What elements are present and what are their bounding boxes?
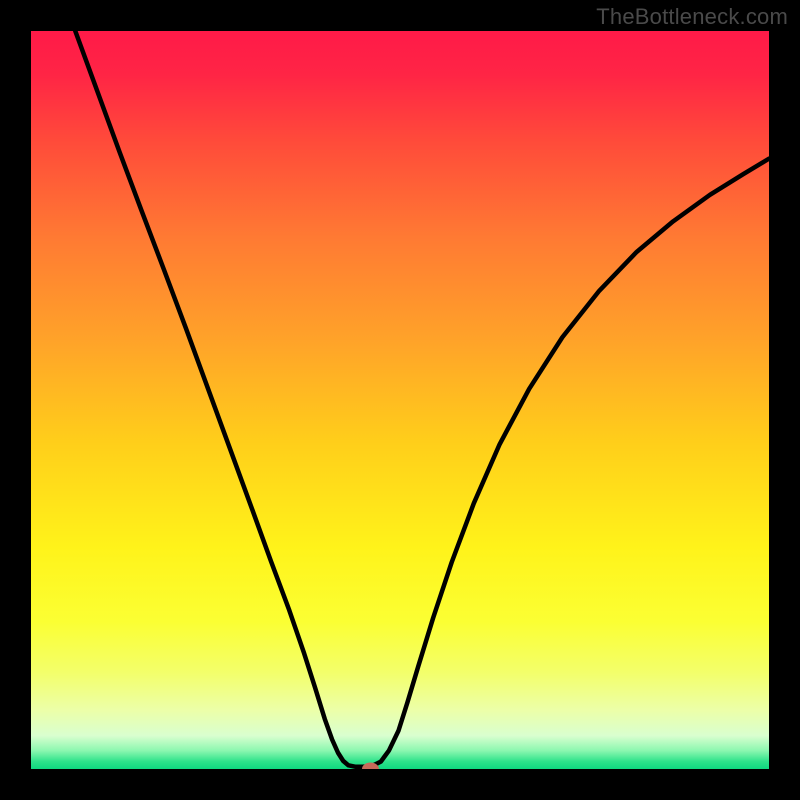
bottleneck-curve — [31, 31, 769, 769]
chart-frame: TheBottleneck.com — [0, 0, 800, 800]
curve-path — [75, 31, 769, 767]
watermark-text: TheBottleneck.com — [596, 4, 788, 30]
plot-area — [31, 31, 769, 769]
